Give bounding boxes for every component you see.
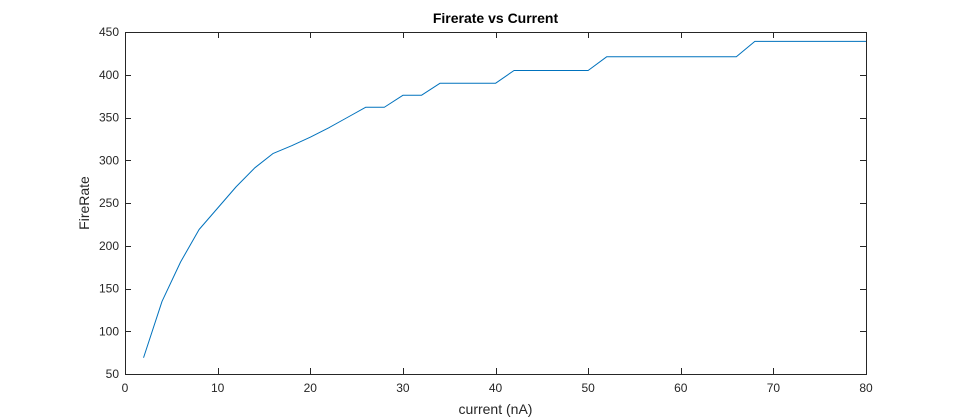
x-tick-label: 40	[489, 381, 503, 395]
chart-title: Firerate vs Current	[433, 10, 559, 26]
x-tick-label: 0	[122, 381, 129, 395]
x-tick-label: 70	[767, 381, 781, 395]
series-layer	[143, 40, 866, 358]
x-tick-label: 10	[211, 381, 225, 395]
y-tick-label: 400	[99, 68, 119, 82]
y-axis-ticks: 50 100 150 200 250 300 350 400 450	[99, 25, 866, 381]
y-tick-label: 200	[99, 239, 119, 253]
series-line-0	[143, 40, 866, 358]
y-tick-label: 50	[106, 367, 120, 381]
y-axis-label: FireRate	[76, 176, 92, 230]
y-tick-label: 100	[99, 324, 119, 338]
y-tick-label: 450	[99, 25, 119, 39]
y-tick-label: 350	[99, 111, 119, 125]
x-tick-label: 50	[581, 381, 595, 395]
x-axis-label: current (nA)	[459, 401, 533, 417]
y-tick-label: 300	[99, 153, 119, 167]
plot-area	[125, 32, 866, 374]
x-tick-label: 20	[304, 381, 318, 395]
y-tick-label: 150	[99, 282, 119, 296]
x-tick-label: 30	[396, 381, 410, 395]
y-tick-label: 250	[99, 196, 119, 210]
x-axis-ticks: 0 10 20 30 40 50 60 70 80	[122, 32, 873, 395]
x-tick-label: 60	[674, 381, 688, 395]
x-tick-label: 80	[859, 381, 873, 395]
